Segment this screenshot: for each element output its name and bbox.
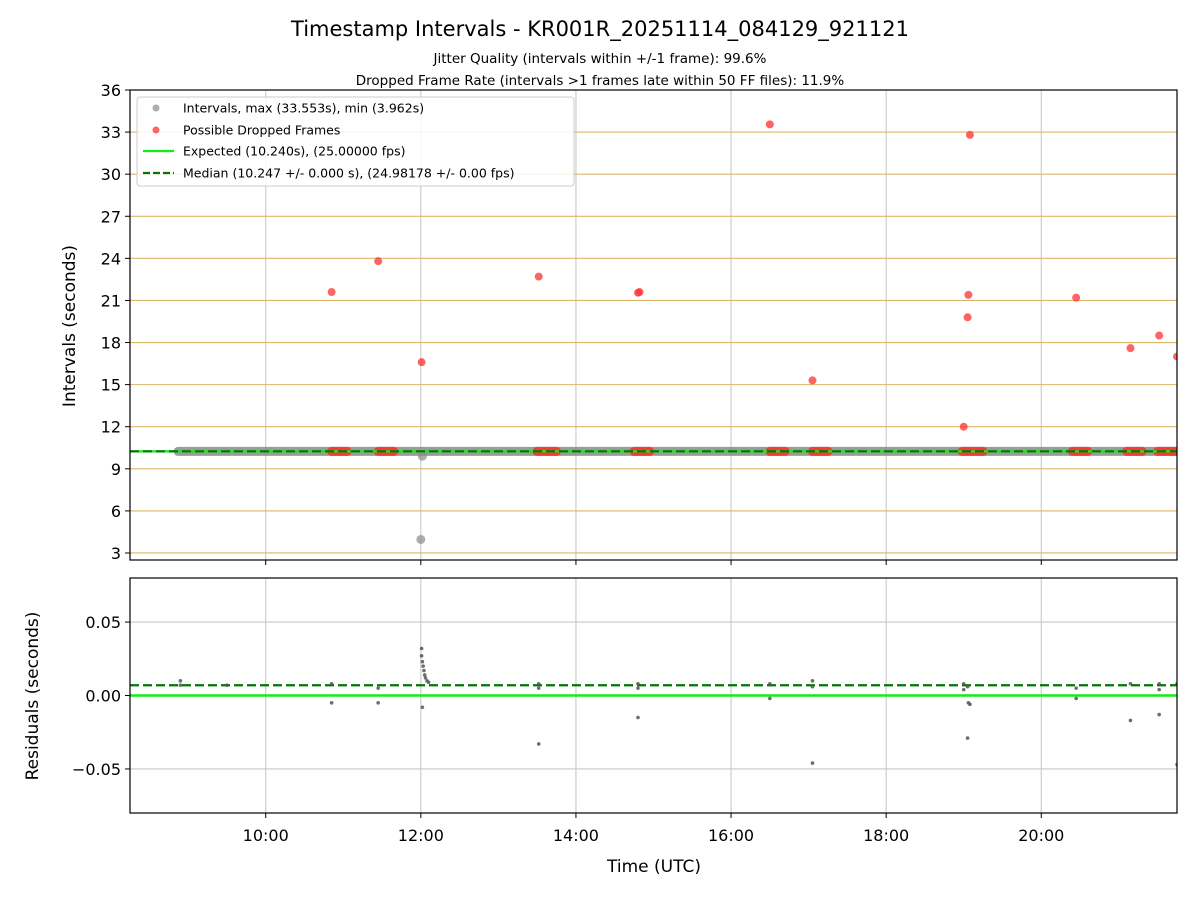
legend-box [136, 96, 575, 187]
legend-intervals-marker [152, 104, 160, 112]
residual-point [419, 646, 424, 651]
legend: Intervals, max (33.553s), min (3.962s) Po… [136, 96, 575, 187]
bottom-y-tick-label: 0.05 [85, 613, 121, 632]
top-plot-frame [129, 89, 1178, 561]
dropped-frame-point [1126, 344, 1135, 353]
dropped-frame-point [1173, 352, 1177, 361]
dropped-frame-point [964, 290, 973, 299]
top-y-tick-label: 24 [101, 249, 121, 268]
residual-point [178, 683, 183, 688]
residual-point [376, 701, 380, 705]
dropped-frame-point [765, 120, 774, 129]
residuals-plot: −0.05 0.00 0.05 10:00 12:00 14:00 16:00 18:00 20… [72, 577, 1178, 845]
dropped-frame-point [959, 422, 968, 431]
residual-point [965, 736, 970, 740]
dropped-frame-point [327, 288, 336, 297]
x-tick-label: 12:00 [398, 826, 444, 845]
residual-point [329, 681, 334, 686]
chart-subtitle-dropped: Dropped Frame Rate (intervals >1 frames … [356, 73, 845, 89]
x-tick-label: 20:00 [1018, 826, 1064, 845]
top-y-tick-label: 3 [111, 544, 121, 563]
dropped-frame-point [808, 376, 817, 385]
residual-point [422, 668, 426, 673]
residual-point [536, 686, 541, 690]
interval-point [417, 451, 427, 461]
residual-point [421, 664, 425, 668]
residual-point [961, 687, 966, 692]
top-y-tick-label: 18 [101, 334, 121, 353]
bottom-plot-area [130, 578, 1177, 813]
dropped-frame-point [635, 288, 644, 297]
top-y-axis-label: Intervals (seconds) [60, 245, 80, 407]
residual-point [1074, 696, 1078, 701]
residual-point [636, 715, 640, 720]
dropped-frame-point [1072, 293, 1081, 302]
residual-point [1157, 687, 1161, 692]
legend-median-label: Median (10.247 +/- 0.000 s), (24.98178 +… [183, 166, 514, 181]
residual-point [810, 684, 815, 689]
residual-point [961, 681, 966, 686]
top-y-tick-label: 15 [101, 376, 121, 395]
top-y-tick-label: 12 [101, 418, 121, 437]
residual-point [636, 681, 640, 686]
top-y-tick-label: 36 [101, 81, 121, 100]
residual-point [420, 705, 425, 710]
x-tick-label: 14:00 [553, 826, 599, 845]
dropped-frame-point [965, 130, 974, 139]
top-y-tick-label: 33 [101, 123, 121, 142]
bottom-y-axis-label: Residuals (seconds) [23, 612, 43, 781]
residual-point [536, 742, 541, 746]
x-tick-label: 18:00 [863, 826, 909, 845]
dropped-frame-point [1155, 331, 1164, 340]
residual-point [810, 761, 815, 765]
x-tick-label: 10:00 [243, 826, 289, 845]
residual-point [636, 686, 640, 690]
residual-point [1157, 681, 1161, 686]
chart-subtitle-jitter: Jitter Quality (intervals within +/-1 fr… [433, 51, 767, 67]
residual-point [419, 654, 424, 658]
chart-title: Timestamp Intervals - KR001R_20251114_08… [290, 17, 909, 42]
dropped-frame-point [963, 313, 972, 322]
residual-point [768, 681, 772, 686]
top-y-tick-label: 21 [101, 291, 121, 310]
legend-intervals-label: Intervals, max (33.553s), min (3.962s) [183, 101, 424, 116]
residual-point [225, 683, 229, 688]
residual-point [968, 702, 972, 707]
top-plot-area [130, 90, 1177, 560]
top-y-tick-label: 30 [101, 165, 121, 184]
residual-point [810, 679, 815, 683]
x-axis-label: Time (UTC) [606, 857, 701, 877]
dropped-frame-point [534, 272, 543, 281]
legend-expected-label: Expected (10.240s), (25.00000 fps) [183, 144, 405, 159]
residual-point [1128, 681, 1133, 686]
residual-point [178, 679, 183, 683]
bottom-y-tick-label: −0.05 [72, 760, 121, 779]
legend-dropped-marker [152, 126, 160, 134]
residual-point [536, 681, 541, 686]
top-y-tick-label: 9 [111, 460, 121, 479]
residual-point [420, 659, 425, 664]
interval-point [416, 534, 426, 544]
residual-point [1157, 712, 1161, 717]
residual-point [1074, 686, 1078, 690]
top-y-tick-label: 27 [101, 207, 121, 226]
residual-point [1128, 718, 1133, 723]
top-y-tick-label: 6 [111, 502, 121, 521]
dropped-frame-point [374, 257, 383, 266]
residual-point [376, 686, 380, 690]
legend-dropped-label: Possible Dropped Frames [183, 123, 340, 138]
residual-point [965, 684, 970, 689]
dropped-frame-point [417, 358, 426, 367]
residual-point [329, 701, 334, 705]
residual-point [422, 673, 427, 677]
bottom-y-tick-label: 0.00 [85, 687, 121, 706]
residual-point [426, 680, 431, 685]
residual-point [768, 696, 772, 701]
residual-point [423, 676, 428, 680]
x-tick-label: 16:00 [708, 826, 754, 845]
